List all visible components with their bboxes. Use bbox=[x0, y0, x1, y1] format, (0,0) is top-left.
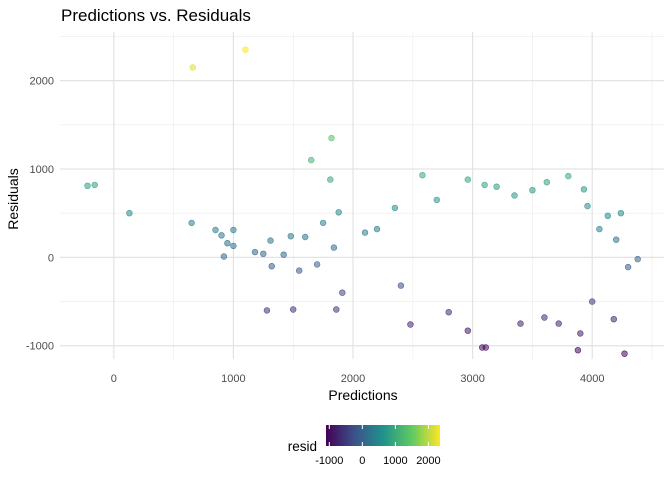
x-tick-label: 0 bbox=[111, 373, 117, 385]
y-tick-label: 1000 bbox=[30, 164, 54, 176]
x-tick-label: 3000 bbox=[460, 373, 484, 385]
scatter-point bbox=[493, 183, 500, 190]
scatter-point bbox=[391, 204, 399, 212]
legend-title: resid bbox=[288, 439, 317, 454]
scatter-points bbox=[84, 46, 641, 357]
scatter-point bbox=[419, 172, 426, 179]
scatter-point bbox=[543, 179, 550, 186]
scatter-point bbox=[330, 244, 338, 251]
scatter-point bbox=[218, 232, 225, 239]
color-legend: resid -1000 0 1000 2000 bbox=[288, 425, 441, 467]
scatter-point bbox=[407, 321, 414, 328]
scatter-point bbox=[267, 237, 274, 244]
scatter-point bbox=[433, 196, 440, 204]
scatter-point bbox=[242, 46, 249, 53]
scatter-point bbox=[529, 187, 536, 194]
scatter-point bbox=[565, 172, 572, 180]
legend-tick-label: 2000 bbox=[416, 455, 440, 467]
scatter-point bbox=[220, 253, 228, 260]
x-tick-label: 4000 bbox=[580, 373, 604, 385]
scatter-point bbox=[251, 248, 259, 256]
scatter-point bbox=[296, 267, 303, 274]
scatter-point bbox=[624, 263, 632, 271]
scatter-point bbox=[577, 330, 584, 337]
y-tick-label: -1000 bbox=[26, 341, 54, 353]
scatter-point bbox=[588, 298, 596, 305]
y-tick-label: 0 bbox=[48, 252, 54, 264]
scatter-point bbox=[361, 229, 369, 236]
legend-tick-label: 0 bbox=[359, 455, 365, 467]
scatter-point bbox=[328, 134, 335, 142]
scatter-point bbox=[313, 261, 321, 268]
x-axis-ticks: 0 1000 2000 3000 4000 bbox=[111, 373, 605, 385]
scatter-point bbox=[482, 344, 489, 351]
scatter-point bbox=[335, 209, 342, 216]
scatter-point bbox=[126, 210, 133, 217]
scatter-point bbox=[188, 219, 195, 227]
scatter-point bbox=[333, 306, 340, 313]
legend-ticks: -1000 0 1000 2000 bbox=[315, 425, 441, 467]
scatter-point bbox=[445, 309, 452, 316]
scatter-point bbox=[464, 176, 471, 183]
scatter-point bbox=[612, 236, 620, 243]
scatter-point bbox=[596, 225, 603, 233]
scatter-point bbox=[327, 176, 334, 183]
scatter-point bbox=[302, 233, 309, 241]
y-axis-ticks: -1000 0 1000 2000 bbox=[26, 76, 54, 353]
scatter-point bbox=[290, 306, 297, 313]
y-tick-label: 2000 bbox=[30, 76, 54, 88]
scatter-point bbox=[610, 316, 617, 323]
scatter-point bbox=[621, 350, 628, 357]
scatter-point bbox=[584, 202, 591, 210]
y-axis-title: Residuals bbox=[5, 168, 21, 229]
chart-title: Predictions vs. Residuals bbox=[61, 6, 251, 25]
scatter-point bbox=[308, 156, 315, 164]
x-axis-title: Predictions bbox=[328, 387, 397, 403]
scatter-point bbox=[541, 314, 548, 321]
scatter-point bbox=[263, 307, 271, 314]
scatter-point bbox=[230, 226, 237, 234]
x-tick-label: 1000 bbox=[221, 373, 245, 385]
scatter-point bbox=[339, 289, 346, 296]
legend-tick-label: -1000 bbox=[315, 455, 343, 467]
plot-grid bbox=[60, 32, 664, 359]
scatter-point bbox=[604, 212, 611, 220]
scatter-point bbox=[84, 182, 91, 190]
scatter-point bbox=[212, 226, 219, 234]
scatter-point bbox=[580, 186, 588, 193]
scatter-point bbox=[481, 181, 488, 189]
scatter-point bbox=[91, 181, 98, 189]
scatter-point bbox=[224, 240, 231, 247]
scatter-point bbox=[319, 219, 327, 227]
scatter-point bbox=[517, 320, 524, 327]
scatter-point bbox=[397, 282, 405, 289]
scatter-point bbox=[268, 263, 275, 270]
scatter-point bbox=[511, 192, 518, 199]
scatter-point bbox=[189, 64, 197, 71]
scatter-point bbox=[574, 347, 582, 354]
legend-colorbar bbox=[326, 425, 440, 446]
scatter-point bbox=[464, 327, 471, 334]
scatter-point bbox=[634, 255, 641, 263]
legend-tick-label: 1000 bbox=[383, 455, 407, 467]
scatter-point bbox=[373, 225, 381, 233]
scatter-point bbox=[555, 320, 562, 327]
scatter-point bbox=[617, 210, 625, 217]
scatter-point bbox=[230, 242, 237, 250]
x-tick-label: 2000 bbox=[341, 373, 365, 385]
scatter-point bbox=[287, 233, 294, 240]
scatter-point bbox=[260, 250, 267, 258]
scatter-point bbox=[280, 251, 287, 258]
